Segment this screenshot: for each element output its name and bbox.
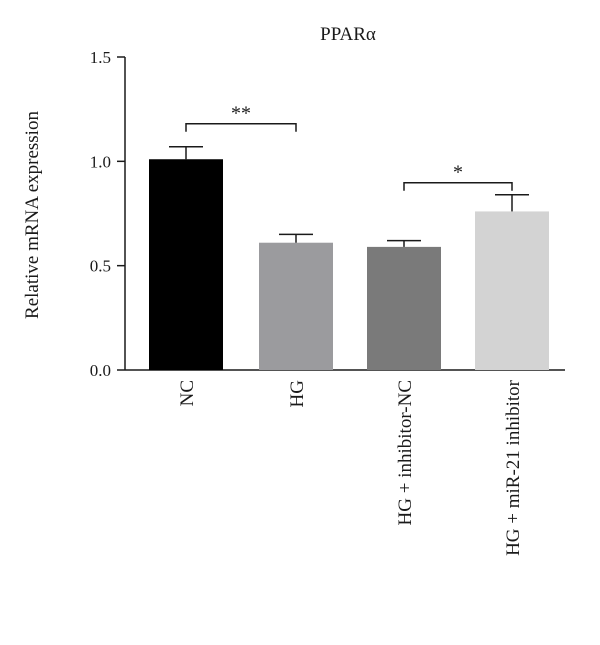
- significance-label: *: [453, 162, 463, 184]
- error-bars: [169, 145, 529, 247]
- y-tick-label: 0.5: [90, 257, 111, 276]
- x-category-label: HG + miR-21 inhibitor: [503, 379, 524, 556]
- x-axis-category-labels: NC HG HG + inhibitor-NC HG + miR-21 inhibit…: [177, 379, 524, 556]
- chart-title: PPARα: [320, 24, 376, 45]
- significance-brackets: ***: [185, 103, 513, 191]
- y-tick-label: 1.5: [90, 48, 111, 67]
- bar: [475, 211, 549, 370]
- x-category-label: HG + inhibitor-NC: [395, 380, 416, 525]
- y-axis-ticks: 0.0 0.5 1.0 1.5: [90, 48, 125, 380]
- y-tick-label: 0.0: [90, 361, 111, 380]
- significance-bracket: [403, 181, 513, 191]
- x-category-label: NC: [177, 380, 198, 406]
- bar: [367, 246, 441, 370]
- y-tick-label: 1.0: [90, 152, 111, 171]
- significance-bracket: [185, 122, 297, 132]
- x-category-label: HG: [287, 380, 308, 408]
- bar: [259, 242, 333, 370]
- bar: [149, 159, 223, 370]
- y-axis-title: Relative mRNA expression: [22, 111, 43, 319]
- significance-label: **: [231, 103, 251, 125]
- bars: [149, 159, 549, 370]
